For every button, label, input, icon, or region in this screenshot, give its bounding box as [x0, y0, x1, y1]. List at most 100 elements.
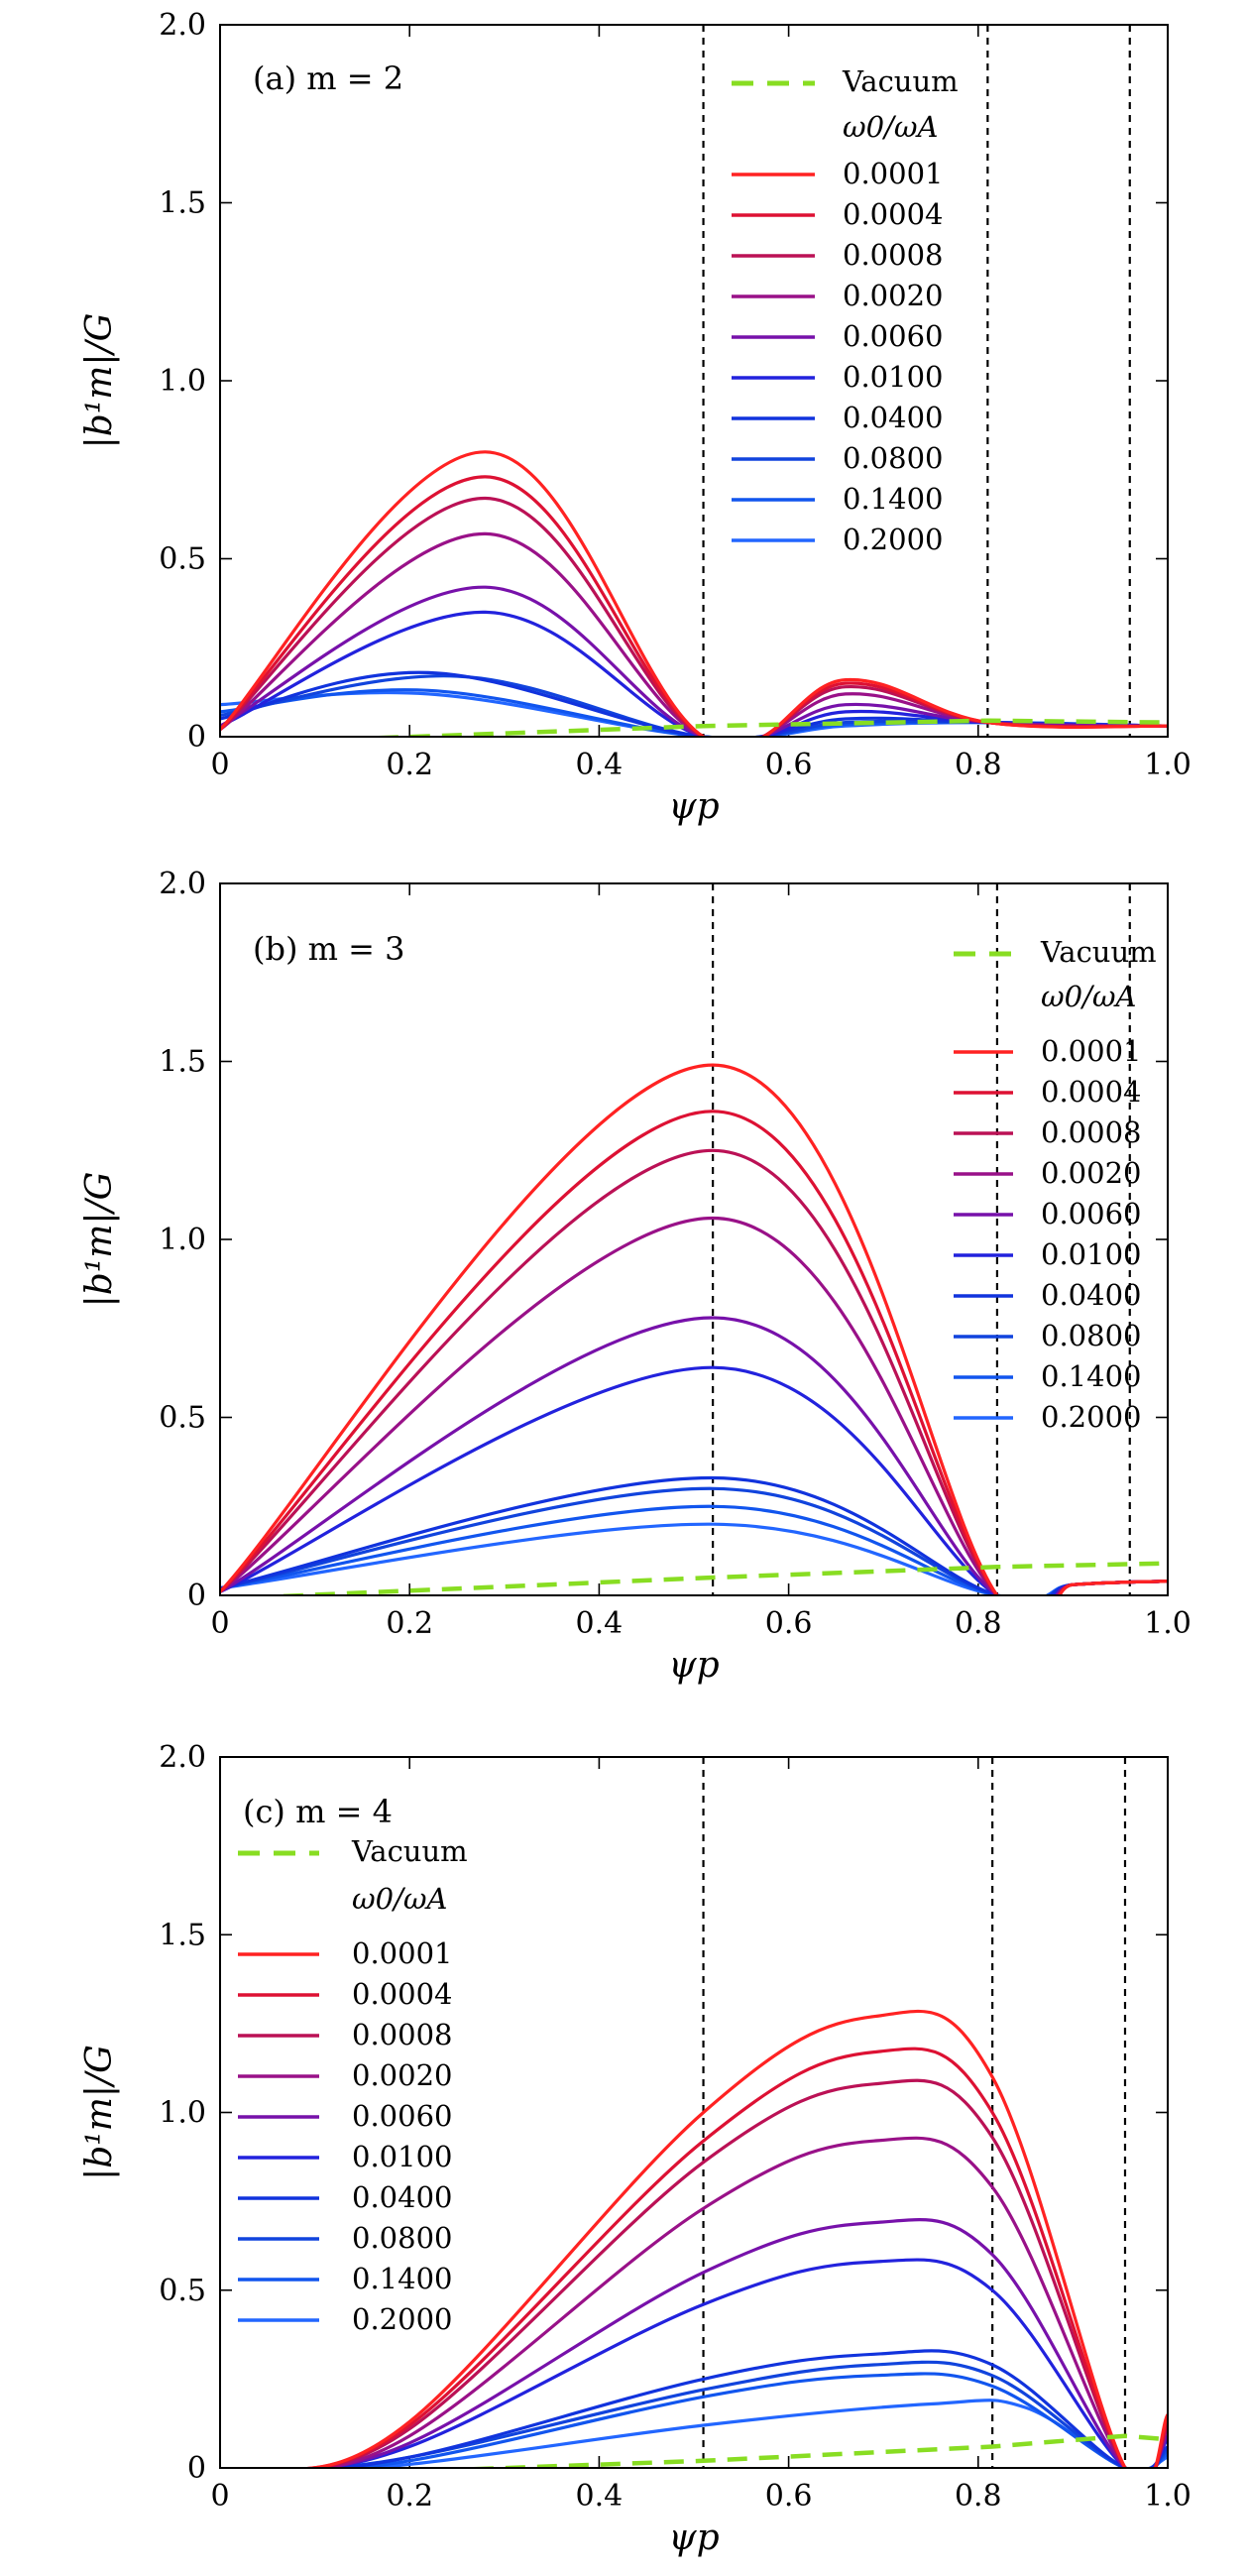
x-axis-label: ψp: [668, 786, 719, 827]
legend-entry: 0.1400: [843, 482, 943, 516]
y-tick-label: 1.0: [159, 364, 206, 399]
legend-vacuum-label: Vacuum: [1040, 935, 1157, 969]
legend-entry: 0.0001: [1041, 1034, 1141, 1068]
x-tick-label: 0: [210, 748, 229, 782]
series-line-0.0008: [220, 496, 1168, 737]
y-tick-label: 0.5: [159, 542, 206, 577]
chart-panel-2: 0 0.2 0.4 0.6 0.8 1.0 0 0.5 1.0 1.5 2.0 ψp |b¹m|/G (b…: [79, 867, 1192, 1686]
x-tick-label: 0.4: [576, 748, 624, 782]
series-line-0.0001: [220, 1063, 1168, 1595]
legend-entry: 0.0400: [843, 401, 943, 434]
legend: Vacuum ω0/ωA 0.0001 0.0004 0.0008 0.0020 0.006…: [732, 64, 959, 556]
y-tick-label: 1.5: [159, 1918, 206, 1952]
panel-label: (b) m = 3: [253, 930, 404, 968]
y-tick-label: 1.5: [159, 1045, 206, 1080]
plot-frame: [219, 882, 1169, 1596]
legend-entry: 0.0020: [352, 2058, 452, 2092]
y-tick-label: 1.0: [159, 1223, 206, 1257]
x-tick-label: 1.0: [1144, 1606, 1192, 1641]
series-line-0.0100: [301, 2258, 1168, 2468]
x-tick-label: 1.0: [1144, 748, 1192, 782]
series-line-0.0060: [220, 1316, 1168, 1595]
legend-entry: 0.1400: [1041, 1359, 1141, 1393]
y-axis-label: |b¹m|/G: [79, 313, 120, 449]
vacuum-line: [353, 718, 1168, 737]
series-line-0.0001: [271, 2009, 1168, 2468]
legend-entry: 0.0400: [352, 2180, 452, 2214]
x-axis-label: ψp: [668, 1645, 719, 1686]
curves: [220, 1063, 1168, 1595]
legend-title: ω0/ωA: [1041, 980, 1136, 1013]
x-tick-label: 0.6: [765, 748, 813, 782]
x-tick-label: 0.4: [576, 2479, 624, 2514]
chart-panel-1: 0 0.2 0.4 0.6 0.8 1.0 0 0.5 1.0 1.5 2.0 ψp |b¹m|/G (a…: [79, 8, 1192, 827]
panel-label: (c) m = 4: [243, 1793, 393, 1830]
legend: Vacuum ω0/ωA 0.0001 0.0004 0.0008 0.0020 0.006…: [954, 935, 1157, 1434]
legend-entry: 0.0800: [1041, 1319, 1141, 1352]
y-tick-label: 0: [187, 1579, 206, 1613]
x-tick-label: 0.6: [765, 2479, 813, 2514]
y-tick-label: 2.0: [159, 1740, 206, 1775]
series-line-0.0020: [220, 531, 1168, 737]
legend-entry: 0.0100: [352, 2140, 452, 2173]
y-tick-label: 0.5: [159, 2274, 206, 2308]
legend-entry: 0.0001: [843, 157, 943, 190]
legend-entry: 0.0008: [352, 2018, 452, 2051]
legend-entry: 0.0020: [843, 279, 943, 312]
legend-entry: 0.0004: [1041, 1075, 1141, 1109]
legend-title: ω0/ωA: [843, 110, 938, 144]
x-tick-label: 0.8: [955, 748, 1002, 782]
x-tick-label: 0: [210, 1606, 229, 1641]
vacuum-line: [251, 1561, 1168, 1595]
legend-entry: 0.0004: [352, 1977, 452, 2011]
series-line-0.2000: [220, 1522, 1168, 1595]
legend-entry: 0.0800: [843, 441, 943, 475]
curves: [220, 450, 1168, 737]
series-line-0.0400: [220, 1475, 1168, 1595]
legend-vacuum-label: Vacuum: [351, 1834, 468, 1868]
y-tick-label: 0: [187, 720, 206, 755]
legend-entry: 0.1400: [352, 2262, 452, 2295]
legend-entry: 0.0800: [352, 2221, 452, 2255]
y-tick-label: 0: [187, 2451, 206, 2486]
plot-frame: [219, 1756, 1169, 2469]
y-tick-label: 0.5: [159, 1401, 206, 1436]
x-tick-label: 0.8: [955, 1606, 1002, 1641]
x-tick-label: 0.6: [765, 1606, 813, 1641]
legend-entry: 0.0100: [843, 360, 943, 394]
x-tick-label: 0.2: [386, 748, 433, 782]
x-tick-label: 0.8: [955, 2479, 1002, 2514]
series-line-0.0001: [220, 450, 1168, 737]
legend-entry: 0.0400: [1041, 1278, 1141, 1312]
legend-vacuum-label: Vacuum: [842, 64, 959, 98]
series-line-0.0004: [220, 475, 1168, 737]
series-line-0.0060: [303, 2218, 1168, 2468]
plot-frame: [219, 24, 1169, 738]
y-tick-label: 1.0: [159, 2096, 206, 2131]
legend-entry: 0.0001: [352, 1936, 452, 1970]
curves: [271, 2009, 1168, 2468]
legend-entry: 0.0100: [1041, 1237, 1141, 1271]
y-tick-label: 2.0: [159, 867, 206, 901]
y-axis-label: |b¹m|/G: [79, 2045, 120, 2180]
x-axis-label: ψp: [668, 2517, 719, 2558]
legend-entry: 0.0004: [843, 197, 943, 231]
legend: Vacuum ω0/ωA 0.0001 0.0004 0.0008 0.0020 0.006…: [238, 1834, 468, 2336]
panel-label: (a) m = 2: [253, 59, 403, 97]
legend-entry: 0.2000: [843, 523, 943, 556]
legend-entry: 0.2000: [352, 2302, 452, 2336]
legend-entry: 0.0020: [1041, 1156, 1141, 1190]
legend-entry: 0.0060: [843, 319, 943, 353]
series-line-0.0020: [309, 2136, 1168, 2468]
series-line-0.0060: [220, 585, 1168, 737]
series-line-0.0400: [318, 2349, 1168, 2468]
legend-title: ω0/ωA: [352, 1882, 447, 1916]
x-tick-label: 0: [210, 2479, 229, 2514]
legend-entry: 0.0060: [352, 2099, 452, 2133]
x-tick-label: 0.2: [386, 2479, 433, 2514]
y-axis-label: |b¹m|/G: [79, 1172, 120, 1308]
y-tick-label: 2.0: [159, 8, 206, 43]
x-tick-label: 1.0: [1144, 2479, 1192, 2514]
y-tick-label: 1.5: [159, 186, 206, 221]
